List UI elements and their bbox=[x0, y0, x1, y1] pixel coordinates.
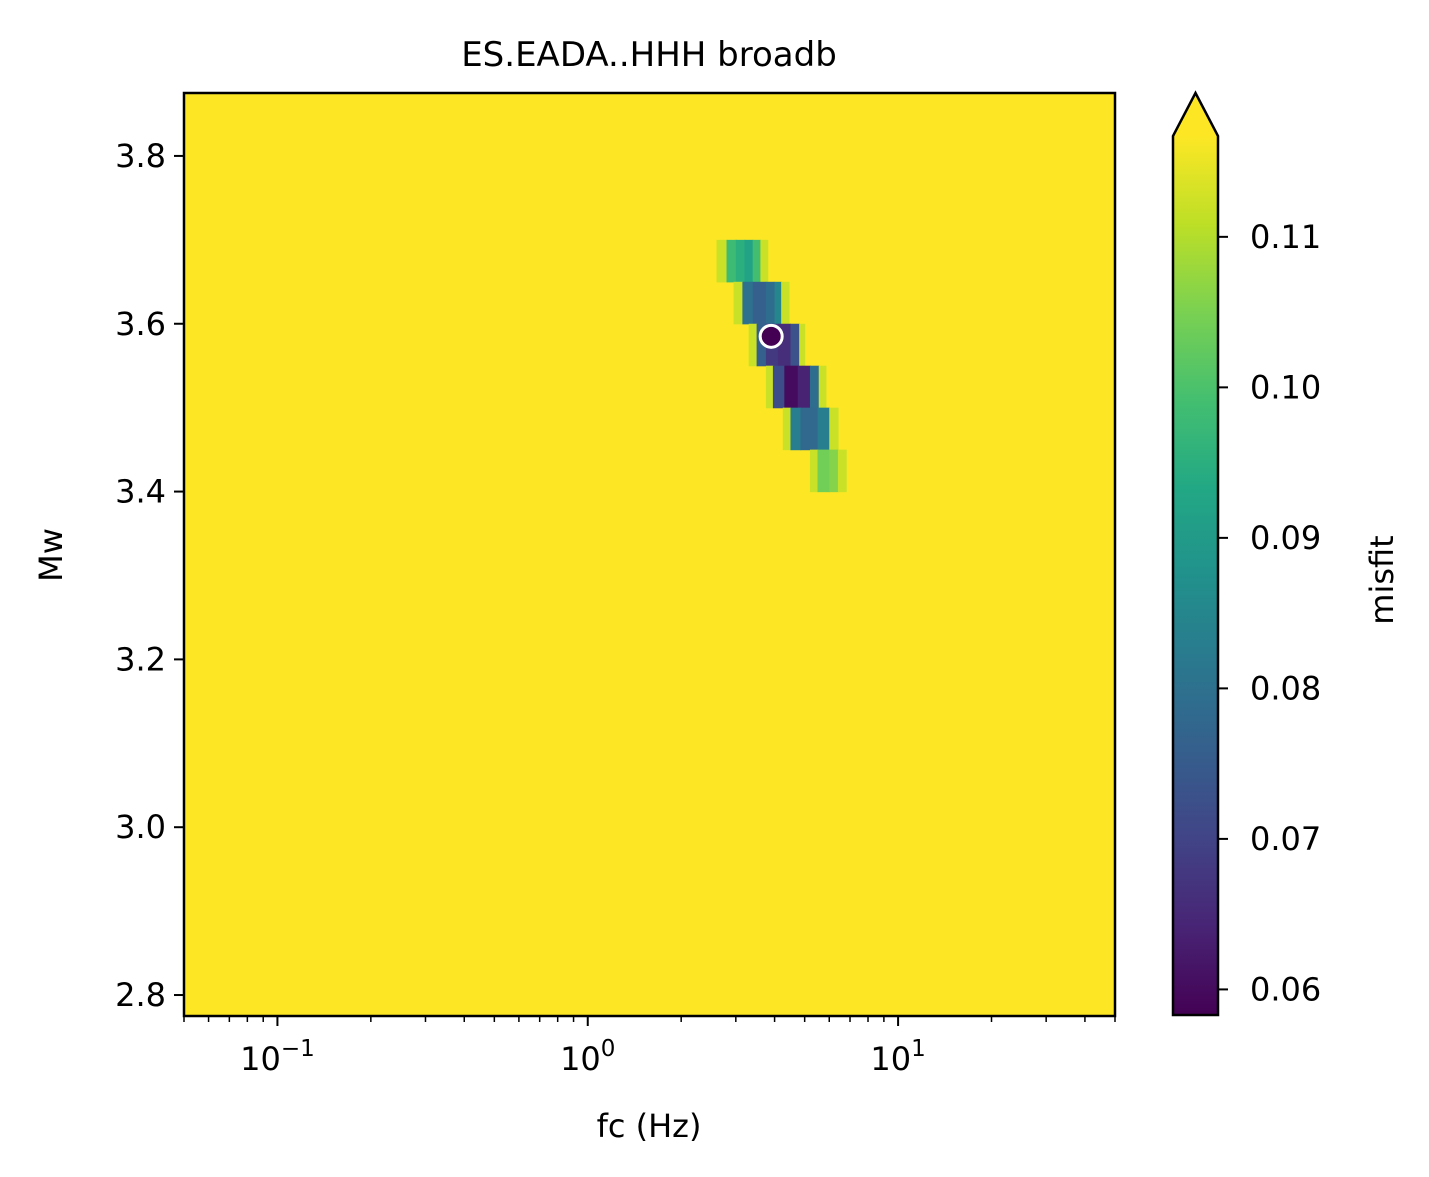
y-tick-label: 3.8 bbox=[115, 137, 166, 175]
heatmap-cell bbox=[809, 449, 819, 493]
heatmap-cell bbox=[772, 365, 785, 409]
heatmap-cell bbox=[817, 407, 830, 451]
chart-title: ES.EADA..HHH broadb bbox=[461, 35, 837, 75]
heatmap-cell bbox=[829, 407, 839, 451]
heatmap-cell bbox=[797, 365, 811, 409]
colorbar-tick-label: 0.07 bbox=[1250, 820, 1321, 858]
x-axis-label: fc (Hz) bbox=[597, 1107, 702, 1145]
heatmap-cell bbox=[784, 365, 799, 409]
heatmap-cell bbox=[817, 449, 830, 493]
x-tick-label: 101 bbox=[870, 1036, 925, 1078]
y-axis: 2.8 3.0 3.2 3.4 3.6 3.8 bbox=[115, 137, 184, 1014]
heatmap-cell bbox=[782, 407, 792, 451]
y-axis-label: Mw bbox=[32, 528, 70, 582]
heatmap-cell bbox=[760, 239, 769, 283]
heatmap-cell bbox=[829, 449, 839, 493]
heatmap-cell bbox=[752, 281, 767, 325]
heatmap-cell bbox=[735, 239, 746, 283]
colorbar-gradient bbox=[1173, 136, 1218, 1015]
heatmap-cell bbox=[818, 365, 827, 409]
y-tick-label: 3.2 bbox=[115, 640, 166, 678]
best-fit-marker bbox=[758, 323, 784, 349]
heatmap-cell bbox=[742, 281, 754, 325]
plot-frame bbox=[182, 91, 1117, 1018]
heatmap-cell bbox=[756, 323, 767, 367]
heatmap-cell bbox=[733, 281, 743, 325]
heatmap-cell bbox=[765, 281, 776, 325]
heatmap-cell bbox=[716, 239, 728, 283]
heatmap-cell bbox=[800, 407, 819, 451]
y-tick-label: 2.8 bbox=[115, 976, 166, 1014]
heatmap-cell bbox=[748, 323, 758, 367]
colorbar-tick-label: 0.11 bbox=[1250, 218, 1321, 256]
x-tick-label: 10−1 bbox=[240, 1036, 315, 1078]
colorbar-tick-label: 0.10 bbox=[1250, 368, 1321, 406]
y-tick-label: 3.4 bbox=[115, 473, 166, 511]
heatmap-cell bbox=[790, 407, 802, 451]
heatmap-cell bbox=[809, 365, 820, 409]
x-tick-label: 100 bbox=[560, 1036, 615, 1078]
heatmap-cell bbox=[837, 449, 847, 493]
colorbar-ticks: 0.06 0.07 0.08 0.09 0.10 0.11 bbox=[1218, 218, 1321, 1008]
heatmap-cell bbox=[752, 239, 761, 283]
heatmap-background bbox=[184, 93, 1115, 1016]
colorbar-extend-max bbox=[1173, 93, 1218, 136]
heatmap-cell bbox=[765, 365, 774, 409]
heatmap-cell bbox=[744, 239, 754, 283]
heatmap-cell bbox=[726, 239, 737, 283]
heatmap-cell bbox=[790, 323, 800, 367]
colorbar-label: misfit bbox=[1363, 535, 1401, 624]
y-tick-label: 3.6 bbox=[115, 305, 166, 343]
colorbar-tick-label: 0.08 bbox=[1250, 669, 1321, 707]
colorbar-tick-label: 0.09 bbox=[1250, 519, 1321, 557]
colorbar-outline bbox=[1171, 90, 1220, 1017]
heatmap-cell bbox=[799, 323, 806, 367]
x-axis: 10−1 100 101 bbox=[183, 1016, 1116, 1078]
heatmap-cell bbox=[781, 281, 790, 325]
plot-area bbox=[182, 91, 1117, 1018]
heatmap-cell bbox=[774, 281, 782, 325]
colorbar-tick-label: 0.06 bbox=[1250, 970, 1321, 1008]
colorbar: 0.06 0.07 0.08 0.09 0.10 0.11 misfit bbox=[1171, 90, 1401, 1017]
y-tick-label: 3.0 bbox=[115, 808, 166, 846]
